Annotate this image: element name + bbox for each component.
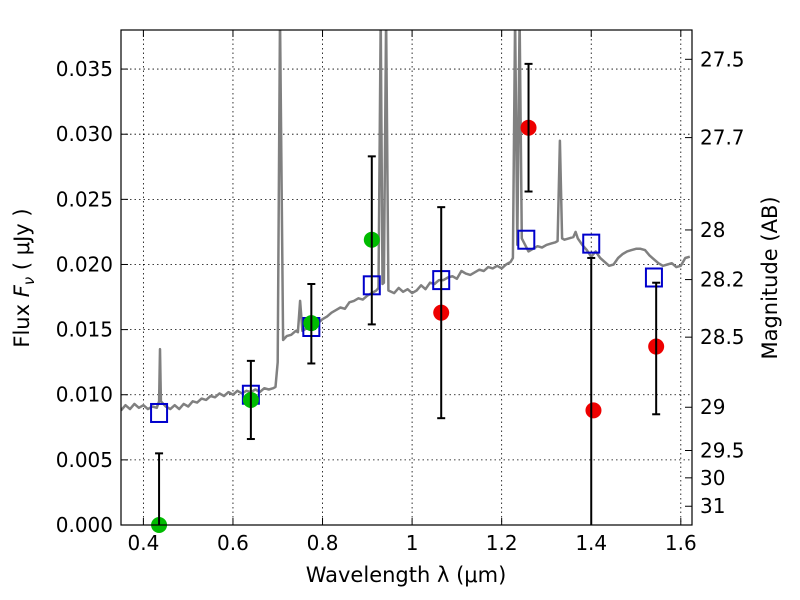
data-layer xyxy=(121,30,691,412)
y-axis-label: Flux Fν ( μJy ) xyxy=(10,208,38,347)
y-axis-label-suffix: ( μJy ) xyxy=(10,208,34,276)
model-photometry-square xyxy=(582,233,601,254)
errorbar-layer xyxy=(150,62,665,533)
right-axis-tick-label: 28 xyxy=(700,218,725,242)
right-axis-tick-label: 29 xyxy=(700,395,725,419)
model-spectrum-line xyxy=(121,30,691,412)
model-photometry-square xyxy=(644,267,663,288)
right-axis-tick-label: 29.5 xyxy=(700,438,745,462)
y-tick-label: 0.025 xyxy=(56,187,113,211)
right-axis-tick-label: 30 xyxy=(700,466,725,490)
x-tick-label: 1.2 xyxy=(486,531,518,555)
x-axis-label: Wavelength λ (μm) xyxy=(306,563,507,587)
model-photometry-square xyxy=(517,229,536,250)
ticks: 0.4 0.6 0.8 1 1.2 1.4 1.6 0.000 0.005 0.010 0.015 0… xyxy=(56,30,745,555)
y-tick-label: 0.010 xyxy=(56,383,113,407)
right-axis-tick-label: 27.5 xyxy=(700,47,745,71)
x-tick-label: 1.6 xyxy=(665,531,697,555)
plot-frame xyxy=(120,29,693,526)
y-tick-label: 0.005 xyxy=(56,448,113,472)
y-axis-label-prefix: Flux xyxy=(10,297,34,347)
y-axis-label-subscript: ν xyxy=(20,277,38,285)
y-tick-label: 0.035 xyxy=(56,57,113,81)
x-tick-label: 0.4 xyxy=(127,531,159,555)
red-photometry-point xyxy=(585,402,602,419)
right-axis-tick-label: 27.7 xyxy=(700,126,745,150)
y-axis-label-symbol: F xyxy=(10,284,34,297)
y-tick-label: 0.000 xyxy=(56,513,113,537)
x-tick-label: 1 xyxy=(406,531,419,555)
right-axis-label: Magnitude (AB) xyxy=(758,196,782,359)
y-tick-label: 0.015 xyxy=(56,318,113,342)
x-tick-label: 0.8 xyxy=(307,531,339,555)
model-photometry-square xyxy=(150,402,169,423)
y-tick-label: 0.020 xyxy=(56,252,113,276)
right-axis-tick-label: 28.5 xyxy=(700,325,745,349)
x-tick-label: 1.4 xyxy=(575,531,607,555)
y-tick-label: 0.030 xyxy=(56,122,113,146)
x-tick-label: 0.6 xyxy=(217,531,249,555)
right-axis-tick-label: 31 xyxy=(700,494,725,518)
right-axis-tick-label: 28.2 xyxy=(700,268,745,292)
